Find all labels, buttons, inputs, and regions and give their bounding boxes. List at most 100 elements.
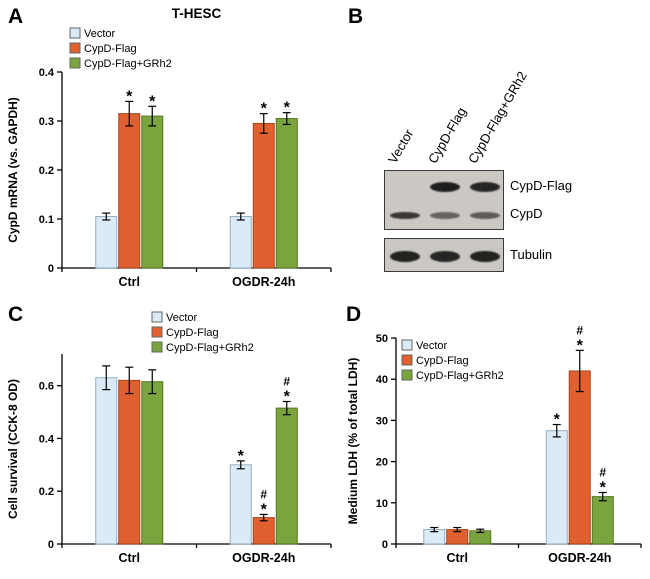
significance-marker: * — [149, 93, 156, 110]
legend-label: CypD-Flag — [84, 43, 137, 55]
y-tick-label: 20 — [376, 457, 388, 469]
significance-marker: * — [261, 501, 268, 518]
legend-label: Vector — [416, 340, 448, 352]
y-tick-label: 0.1 — [39, 214, 54, 226]
protein-band — [430, 211, 460, 219]
bar — [568, 370, 591, 545]
protein-band — [470, 211, 500, 219]
lane-label: CypD-Flag — [425, 104, 470, 166]
y-tick-label: 0.6 — [39, 381, 54, 393]
significance-marker: # — [260, 487, 267, 501]
band-row-label: CypD — [510, 206, 543, 221]
blot-box — [384, 170, 504, 230]
y-tick-label: 10 — [376, 498, 388, 510]
legend-label: Vector — [84, 28, 116, 40]
legend-label: CypD-Flag+GRh2 — [416, 370, 504, 382]
protein-band — [430, 250, 460, 262]
bar — [591, 496, 614, 545]
significance-marker: * — [554, 412, 561, 429]
legend-swatch — [401, 339, 413, 351]
significance-marker: * — [284, 100, 291, 117]
significance-marker: # — [599, 466, 606, 480]
panel-c-letter: C — [8, 303, 24, 326]
bar — [95, 377, 118, 545]
x-category-label: Ctrl — [118, 275, 140, 289]
x-category-label: OGDR-24h — [548, 551, 611, 565]
chart-title: T-HESC — [172, 6, 222, 21]
panel-a-letter: A — [8, 5, 24, 28]
legend-label: Vector — [166, 312, 198, 324]
x-category-label: Ctrl — [446, 551, 468, 565]
significance-marker: * — [126, 88, 133, 105]
panel-d: D Medium LDH (% of total LDH) 0 10 20 30 40 50… — [344, 304, 650, 578]
panel-d-letter: D — [346, 303, 362, 326]
protein-band — [390, 250, 420, 262]
bar-chart-cell-survival: Cell survival (CCK-8 OD) 0 0.2 0.4 0.6 Ctrl OG… — [6, 311, 332, 565]
y-tick-label: 0.2 — [39, 165, 54, 177]
protein-band — [390, 211, 420, 219]
bar — [545, 430, 568, 545]
bar-chart-medium-ldh: Medium LDH (% of total LDH) 0 10 20 30 40 50 Ct… — [346, 323, 642, 565]
panel-a: A T-HESC CypD mRNA (vs. GAPDH) 0 0.1 0.2 0.3 0… — [4, 2, 340, 302]
panel-b-letter: B — [348, 5, 364, 28]
y-tick-label: 0.4 — [39, 67, 55, 79]
significance-marker: * — [600, 480, 607, 497]
lane-label: CypD-Flag+GRh2 — [465, 68, 530, 166]
lane-label: Vector — [385, 126, 417, 166]
panel-b: B Vector CypD-Flag CypD-Flag+GRh2 CypD-Flag… — [344, 2, 650, 302]
blot-box — [384, 238, 504, 272]
x-category-label: OGDR-24h — [232, 275, 295, 289]
legend-swatch — [151, 311, 163, 323]
bar — [141, 115, 164, 269]
legend-swatch — [69, 42, 81, 54]
y-tick-label: 0 — [382, 539, 388, 551]
x-category-label: OGDR-24h — [232, 551, 295, 565]
y-tick-label: 0 — [48, 539, 54, 551]
y-tick-label: 0.2 — [39, 486, 54, 498]
band-row-label: CypD-Flag — [510, 178, 573, 193]
band-row-label: Tubulin — [510, 247, 553, 262]
significance-marker: * — [284, 389, 291, 406]
y-axis-label: Medium LDH (% of total LDH) — [346, 358, 360, 525]
legend-swatch — [401, 354, 413, 366]
protein-band — [430, 182, 460, 192]
significance-marker: * — [238, 448, 245, 465]
y-tick-label: 0 — [48, 263, 54, 275]
protein-band — [470, 250, 500, 262]
bar-chart-cypd-mrna: T-HESC CypD mRNA (vs. GAPDH) 0 0.1 0.2 0.3 0.4… — [6, 6, 332, 289]
bar — [95, 216, 118, 269]
panel-c: C Cell survival (CCK-8 OD) 0 0.2 0.4 0.6 Ctrl… — [4, 304, 340, 578]
bar — [275, 407, 298, 545]
x-category-label: Ctrl — [118, 551, 140, 565]
bar — [118, 113, 141, 269]
y-tick-label: 30 — [376, 415, 388, 427]
significance-marker: * — [577, 337, 584, 354]
y-tick-label: 0.3 — [39, 116, 54, 128]
bar — [252, 517, 275, 545]
significance-marker: # — [283, 375, 290, 389]
y-tick-label: 40 — [376, 374, 388, 386]
bar — [275, 118, 298, 269]
bar — [252, 122, 275, 269]
bar — [141, 381, 164, 545]
bar — [118, 379, 141, 545]
bar — [229, 216, 252, 269]
legend-label: CypD-Flag — [166, 327, 219, 339]
y-tick-label: 0.4 — [39, 433, 55, 445]
significance-marker: # — [576, 323, 583, 337]
y-axis-label: CypD mRNA (vs. GAPDH) — [6, 97, 20, 243]
protein-band — [470, 182, 500, 192]
bar — [229, 464, 252, 545]
significance-marker: * — [261, 101, 268, 118]
legend-swatch — [69, 57, 81, 69]
legend-label: CypD-Flag — [416, 355, 469, 367]
y-axis-label: Cell survival (CCK-8 OD) — [6, 379, 20, 519]
legend-swatch — [69, 27, 81, 39]
legend-label: CypD-Flag+GRh2 — [84, 58, 172, 70]
legend-swatch — [401, 369, 413, 381]
legend-label: CypD-Flag+GRh2 — [166, 342, 254, 354]
legend-swatch — [151, 341, 163, 353]
legend-swatch — [151, 326, 163, 338]
y-tick-label: 50 — [376, 333, 388, 345]
